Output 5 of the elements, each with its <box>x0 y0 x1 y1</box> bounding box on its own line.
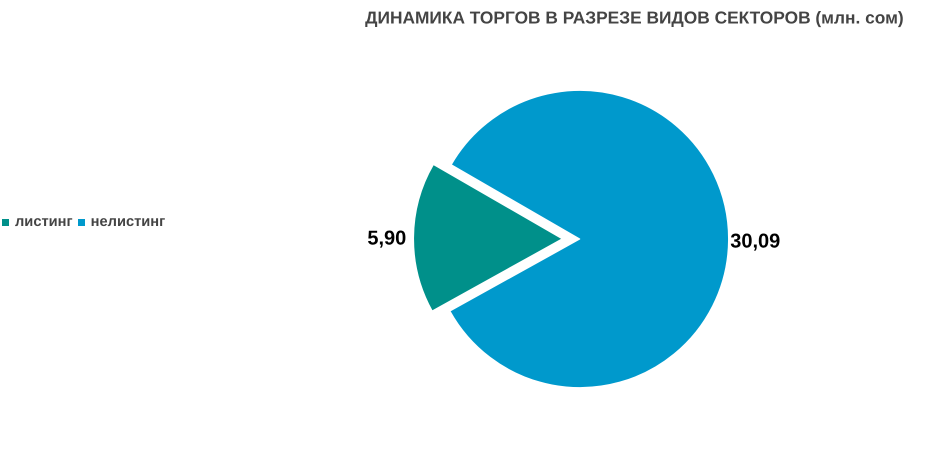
data-label: 30,09 <box>730 230 780 253</box>
legend-label: листинг <box>15 214 73 230</box>
legend-label: нелистинг <box>90 214 166 230</box>
data-label: 5,90 <box>367 227 406 250</box>
chart-title: ДИНАМИКА ТОРГОВ В РАЗРЕЗЕ ВИДОВ СЕКТОРОВ (млн. сом) <box>365 8 904 28</box>
